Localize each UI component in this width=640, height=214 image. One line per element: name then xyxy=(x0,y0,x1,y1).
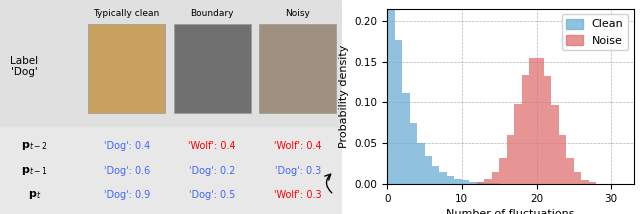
Bar xyxy=(477,182,484,184)
X-axis label: Number of fluctuations: Number of fluctuations xyxy=(446,209,575,214)
Text: 'Wolf': 0.4: 'Wolf': 0.4 xyxy=(274,141,322,150)
Bar xyxy=(440,172,447,184)
Text: 'Dog': 0.4: 'Dog': 0.4 xyxy=(104,141,150,150)
Text: 'Dog': 0.2: 'Dog': 0.2 xyxy=(189,166,236,176)
Text: 'Dog': 0.9: 'Dog': 0.9 xyxy=(104,190,150,200)
Bar xyxy=(552,105,559,184)
FancyBboxPatch shape xyxy=(0,127,344,214)
Bar xyxy=(522,75,529,184)
Bar xyxy=(499,159,507,184)
Bar xyxy=(432,166,440,184)
Text: $\mathbf{p}_{t-1}$: $\mathbf{p}_{t-1}$ xyxy=(20,165,48,177)
Bar xyxy=(574,172,581,184)
Bar xyxy=(454,179,462,184)
Text: Typically clean: Typically clean xyxy=(93,9,160,18)
Bar xyxy=(581,180,589,184)
Bar xyxy=(395,40,402,184)
Bar xyxy=(410,123,417,184)
Bar xyxy=(402,93,410,184)
Bar xyxy=(536,58,544,184)
Bar xyxy=(559,135,566,184)
Bar xyxy=(507,135,514,184)
Bar xyxy=(424,156,432,184)
Legend: Clean, Noise: Clean, Noise xyxy=(562,14,628,50)
Bar xyxy=(529,58,536,184)
Text: 'Dog': 0.6: 'Dog': 0.6 xyxy=(104,166,150,176)
FancyBboxPatch shape xyxy=(0,0,344,134)
Bar xyxy=(447,176,454,184)
Y-axis label: Probability density: Probability density xyxy=(339,45,349,148)
Text: Boundary: Boundary xyxy=(191,9,234,18)
Text: 'Wolf': 0.3: 'Wolf': 0.3 xyxy=(274,190,322,200)
Bar xyxy=(514,104,522,184)
Bar xyxy=(484,183,492,184)
Bar xyxy=(484,179,492,184)
Bar xyxy=(589,182,596,184)
FancyBboxPatch shape xyxy=(88,24,165,113)
Bar xyxy=(417,143,424,184)
Text: Label
'Dog': Label 'Dog' xyxy=(10,56,38,77)
Text: $\mathbf{p}_{t}$: $\mathbf{p}_{t}$ xyxy=(28,189,41,201)
FancyBboxPatch shape xyxy=(259,24,337,113)
Bar xyxy=(492,172,499,184)
Text: Noisy: Noisy xyxy=(285,9,310,18)
Text: $\mathbf{p}_{t-2}$: $\mathbf{p}_{t-2}$ xyxy=(21,140,47,152)
Text: 'Dog': 0.5: 'Dog': 0.5 xyxy=(189,190,236,200)
Text: 'Wolf': 0.4: 'Wolf': 0.4 xyxy=(188,141,236,150)
Bar xyxy=(566,158,574,184)
Bar xyxy=(544,76,552,184)
Bar xyxy=(387,0,395,184)
Bar xyxy=(469,181,477,184)
Text: 'Dog': 0.3: 'Dog': 0.3 xyxy=(275,166,321,176)
Bar xyxy=(492,183,499,184)
Bar xyxy=(477,182,484,184)
Bar xyxy=(462,180,469,184)
FancyBboxPatch shape xyxy=(174,24,251,113)
